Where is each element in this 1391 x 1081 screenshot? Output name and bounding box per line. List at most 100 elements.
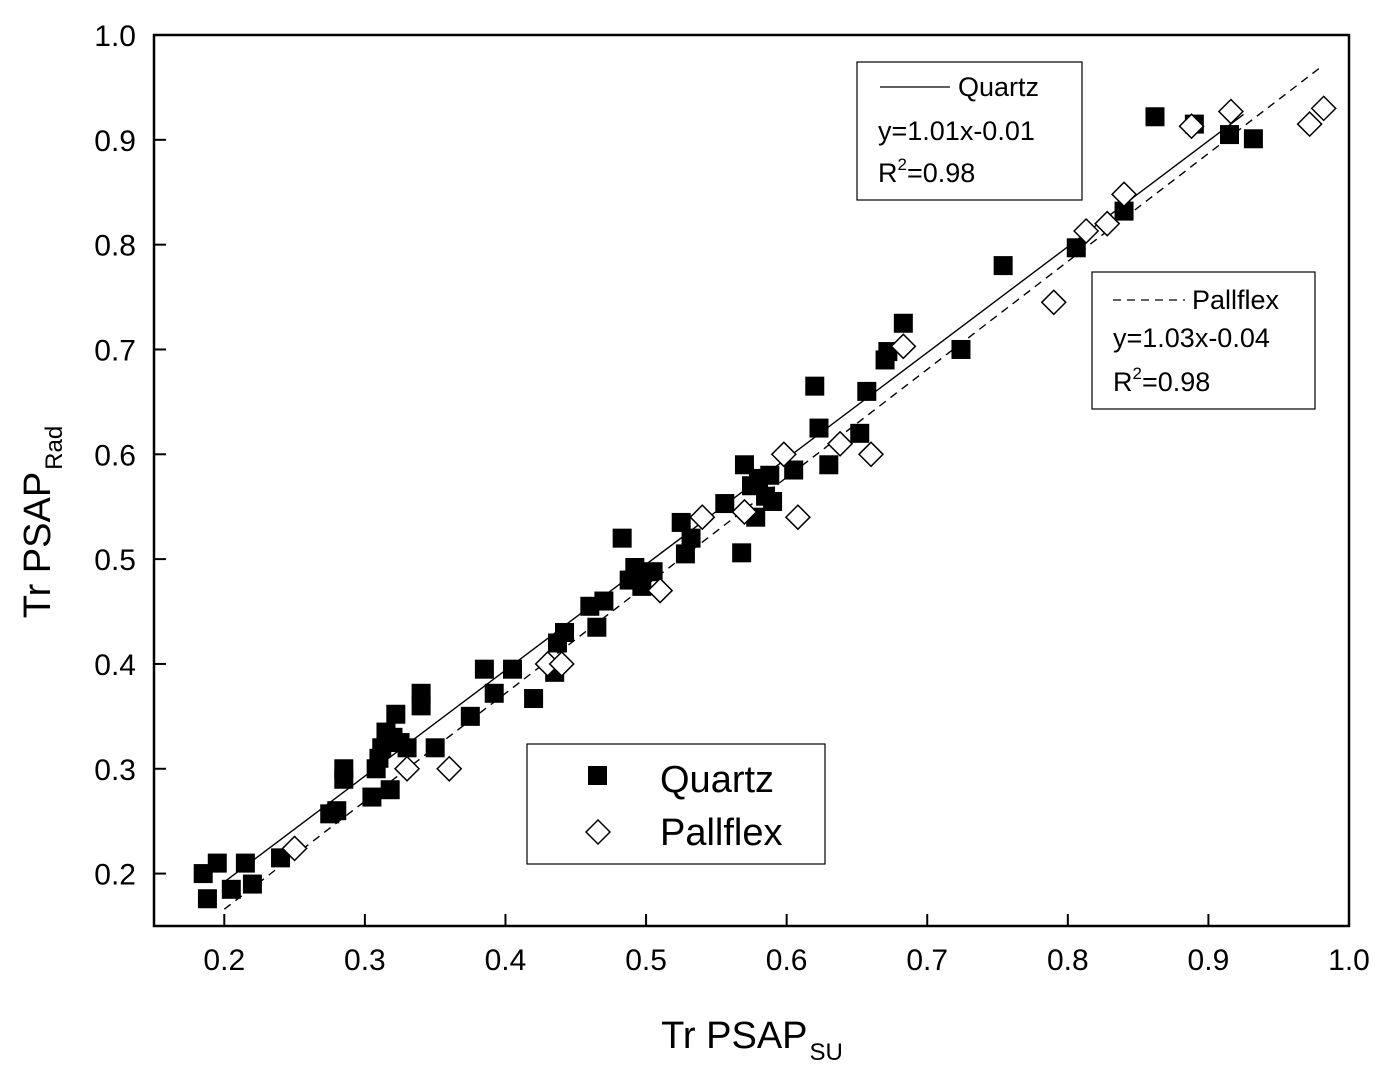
- quartz-fit-r2-value: =0.98: [907, 158, 975, 188]
- x-tick-label: 0.8: [1047, 944, 1089, 977]
- quartz-point: [242, 874, 262, 894]
- y-tick-label: 0.2: [94, 859, 136, 892]
- quartz-point: [809, 418, 829, 438]
- x-tick-label: 0.3: [344, 944, 386, 977]
- quartz-fit-r2-prefix: R: [878, 158, 898, 188]
- quartz-point: [1220, 125, 1239, 145]
- quartz-point: [362, 787, 382, 807]
- pallflex-fit-r2: R2=0.98: [1113, 364, 1210, 397]
- quartz-fit-r2: R2=0.98: [878, 155, 975, 188]
- pallflex-point: [436, 755, 463, 782]
- quartz-point: [411, 683, 431, 703]
- pallflex-point: [1040, 289, 1067, 316]
- pallflex-point: [857, 441, 885, 468]
- quartz-point: [784, 460, 804, 480]
- quartz-point: [760, 465, 780, 485]
- quartz-point: [857, 381, 877, 401]
- quartz-point: [763, 491, 783, 511]
- legend-pallflex-marker: [584, 818, 612, 846]
- pallflex-point: [784, 504, 811, 531]
- quartz-point: [893, 313, 913, 333]
- quartz-point: [380, 780, 400, 800]
- quartz-point: [555, 622, 575, 642]
- pallflex-point: [890, 333, 917, 360]
- y-tick-label: 1.0: [94, 20, 136, 53]
- pallflex-point: [1296, 111, 1323, 138]
- y-tick-label: 0.8: [94, 230, 136, 263]
- legend-pallflex-label: Pallflex: [660, 812, 783, 854]
- plot-frame: [152, 33, 1351, 928]
- quartz-point: [643, 562, 663, 582]
- quartz-point: [819, 455, 839, 475]
- pallflex-fit-r2-prefix: R: [1113, 367, 1133, 397]
- pallflex-point: [827, 430, 854, 457]
- quartz-point: [221, 879, 241, 899]
- pallflex-point: [393, 755, 421, 782]
- pallflex-point: [689, 504, 716, 531]
- pallflex-fit-r2-sup: 2: [1133, 364, 1142, 383]
- pallflex-point: [1110, 181, 1138, 208]
- pallflex-point: [1310, 95, 1337, 122]
- quartz-point: [207, 853, 227, 873]
- quartz-point: [594, 591, 614, 611]
- quartz-point: [460, 706, 480, 726]
- pallflex-fit-box-frame: [1091, 271, 1316, 410]
- x-tick-label: 0.6: [766, 944, 808, 977]
- x-axis-title-sub: SU: [810, 1039, 843, 1066]
- quartz-point: [715, 494, 735, 514]
- quartz-point: [334, 769, 354, 789]
- pallflex-point: [1073, 217, 1100, 245]
- y-tick-label: 0.7: [94, 334, 136, 367]
- quartz-point: [503, 659, 522, 679]
- quartz-point: [632, 576, 652, 596]
- quartz-point: [850, 423, 870, 443]
- pallflex-fit-box: Pallflex y=1.03x-0.04 R2=0.98: [1091, 271, 1316, 410]
- y-axis-title-sub: Rad: [41, 426, 68, 470]
- legend: Quartz Pallflex: [526, 743, 826, 865]
- y-tick-label: 0.6: [94, 439, 136, 472]
- pallflex-point: [1094, 210, 1121, 237]
- quartz-point: [671, 512, 691, 532]
- y-tick-label: 0.3: [94, 754, 136, 787]
- pallflex-point: [548, 650, 575, 678]
- pallflex-point: [731, 498, 758, 526]
- quartz-point: [474, 659, 494, 679]
- quartz-point: [327, 801, 347, 821]
- quartz-fit-box-frame: [856, 61, 1083, 201]
- quartz-point: [1145, 107, 1165, 127]
- x-axis-title-main: Tr PSAP: [661, 1015, 807, 1057]
- x-tick-label: 0.7: [906, 944, 948, 977]
- quartz-point: [386, 704, 406, 724]
- y-tick-label: 0.5: [94, 544, 136, 577]
- x-tick-label: 0.5: [625, 944, 667, 977]
- quartz-point: [425, 738, 445, 758]
- x-axis-ticks: 0.2 0.3 0.4 0.5 0.6 0.7 0.8 0.9 1.0: [203, 914, 1370, 977]
- x-tick-label: 0.9: [1188, 944, 1230, 977]
- quartz-fit-label: Quartz: [958, 72, 1039, 102]
- quartz-point: [271, 848, 291, 868]
- x-tick-label: 0.2: [203, 944, 245, 977]
- legend-quartz-label: Quartz: [660, 759, 774, 801]
- pallflex-point: [1178, 113, 1205, 140]
- y-axis-ticks: 0.2 0.3 0.4 0.5 0.6 0.7 0.8 0.9 1.0: [94, 20, 166, 892]
- legend-quartz-marker: [588, 766, 607, 785]
- pallflex-point: [647, 577, 674, 604]
- pallflex-point: [770, 441, 797, 468]
- quartz-point: [612, 528, 632, 548]
- quartz-point: [681, 528, 701, 548]
- quartz-point: [625, 558, 645, 578]
- quartz-point: [197, 889, 217, 909]
- x-axis-title: Tr PSAPSU: [661, 1015, 843, 1066]
- legend-frame: [526, 743, 826, 865]
- quartz-point: [484, 683, 504, 703]
- quartz-point: [993, 256, 1013, 276]
- quartz-point: [1066, 238, 1086, 258]
- x-tick-label: 1.0: [1328, 944, 1370, 977]
- quartz-point: [524, 689, 544, 709]
- quartz-point: [397, 738, 417, 758]
- quartz-fit-equation: y=1.01x-0.01: [878, 116, 1035, 146]
- y-tick-label: 0.9: [94, 125, 136, 158]
- quartz-point: [1243, 129, 1263, 149]
- quartz-point: [732, 543, 752, 563]
